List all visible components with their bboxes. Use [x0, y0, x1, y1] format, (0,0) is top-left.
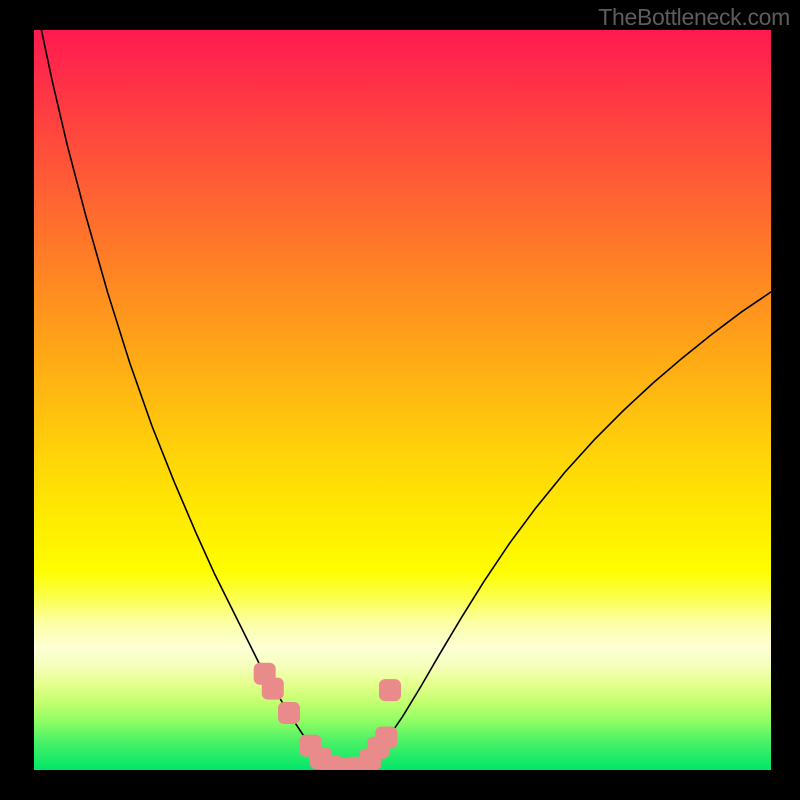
marker	[262, 678, 284, 700]
marker	[375, 726, 397, 748]
watermark-text: TheBottleneck.com	[598, 4, 790, 31]
gradient-background	[34, 30, 771, 770]
chart-svg	[34, 30, 771, 770]
plot-area	[34, 30, 771, 770]
marker	[278, 702, 300, 724]
marker	[379, 679, 401, 701]
